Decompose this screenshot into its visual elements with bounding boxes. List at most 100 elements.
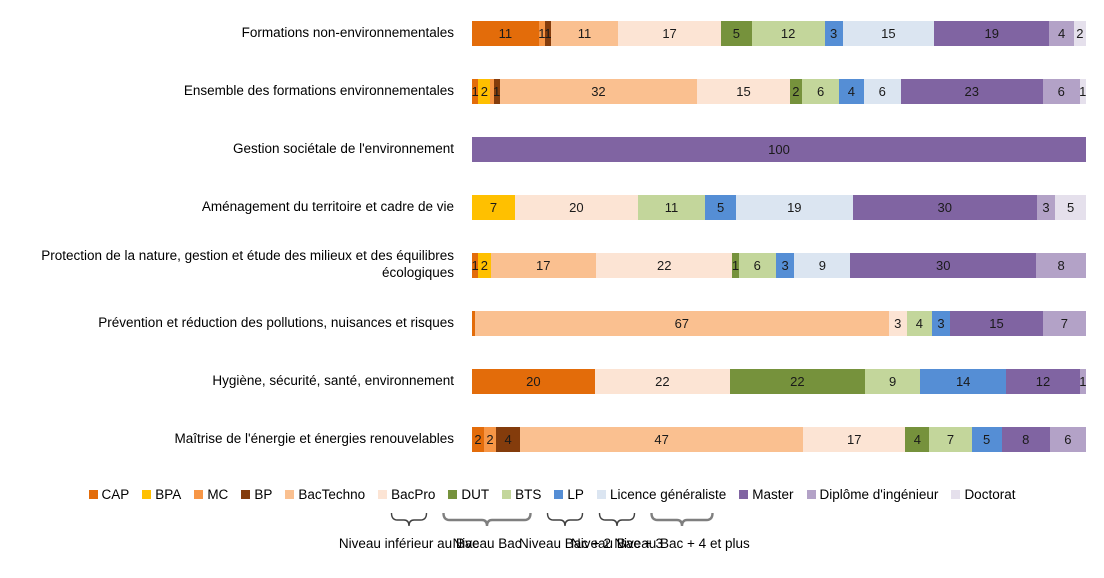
level-label-5: Niveau Bac + 4 et plus bbox=[614, 536, 750, 551]
legend-color-swatch bbox=[194, 490, 204, 499]
chart-row: Protection de la nature, gestion et étud… bbox=[0, 236, 1104, 294]
level-label-2: Niveau Bac bbox=[452, 536, 522, 551]
bar-value-label: 23 bbox=[964, 83, 979, 99]
bar-value-label: 4 bbox=[1058, 25, 1066, 41]
legend-color-swatch bbox=[241, 490, 251, 499]
bar-segment-mc: 1 bbox=[538, 20, 546, 46]
bar-value-label: 30 bbox=[937, 199, 952, 215]
bar-segment-doctorat: 2 bbox=[1073, 20, 1086, 46]
bar-segment-dipl-me-d-ing-nieur: 6 bbox=[1042, 78, 1080, 104]
level-bracket-1 bbox=[390, 512, 428, 527]
legend-item-doctorat: Doctorat bbox=[951, 487, 1015, 502]
chart-row: Aménagement du territoire et cadre de vi… bbox=[0, 178, 1104, 236]
legend-item-lp: LP bbox=[554, 487, 584, 502]
bar-value-label: 6 bbox=[816, 83, 825, 99]
bar-value-label: 22 bbox=[655, 373, 670, 389]
level-label-1: Niveau inférieur au Bac bbox=[338, 536, 480, 551]
legend-color-swatch bbox=[88, 490, 98, 499]
category-label: Prévention et réduction des pollutions, … bbox=[98, 314, 454, 330]
bar-value-label: 2 bbox=[486, 431, 494, 447]
level-bracket-3 bbox=[546, 512, 584, 527]
bar-value-label: 4 bbox=[847, 83, 856, 99]
bar-value-label: 15 bbox=[989, 315, 1004, 331]
legend-color-swatch bbox=[142, 490, 152, 499]
bar-value-label: 1 bbox=[493, 83, 501, 99]
bar-value-label: 1 bbox=[471, 83, 479, 99]
level-bracket-5 bbox=[650, 512, 714, 527]
legend-label: BTS bbox=[515, 487, 542, 502]
bar-value-label: 1 bbox=[471, 257, 479, 273]
bar-segment-bpa: 2 bbox=[478, 252, 491, 278]
bar-value-label: 3 bbox=[1042, 199, 1050, 215]
bar-segment-bacpro: 17 bbox=[617, 20, 722, 46]
bar-segment-dut: 5 bbox=[721, 20, 752, 46]
bar-segment-master: 8 bbox=[1001, 426, 1050, 452]
level-label-3: Niveau Bac + 2 bbox=[519, 536, 611, 551]
bar-value-label: 19 bbox=[984, 25, 999, 41]
legend-item-cap: CAP bbox=[88, 487, 129, 502]
bar-segment-dipl-me-d-ing-nieur: 3 bbox=[1036, 194, 1056, 220]
legend-color-swatch bbox=[502, 490, 512, 499]
bar-segment-bactechno: 17 bbox=[490, 252, 596, 278]
category-label: Ensemble des formations environnementale… bbox=[183, 82, 454, 98]
chart-row: Prévention et réduction des pollutions, … bbox=[0, 294, 1104, 352]
bar-value-label: 11 bbox=[498, 25, 513, 41]
bar-track: 1 2 1 32 15 2 6 4 6 23 6 1 bbox=[471, 78, 1086, 104]
category-label: Protection de la nature, gestion et étud… bbox=[41, 248, 454, 280]
bar-value-label: 2 bbox=[480, 257, 488, 273]
bar-segment-master: 100 bbox=[472, 136, 1086, 162]
level-bracket-4 bbox=[598, 512, 636, 527]
bar-segment-licence-g-n-raliste: 6 bbox=[863, 78, 901, 104]
bar-value-label: 5 bbox=[1066, 199, 1075, 215]
legend-item-master: Master bbox=[739, 487, 794, 502]
level-brackets bbox=[390, 512, 714, 527]
bar-value-label: 9 bbox=[888, 373, 897, 389]
bar-value-label: 4 bbox=[504, 431, 512, 447]
bar-value-label: 6 bbox=[1057, 83, 1065, 99]
bar-value-label: 17 bbox=[846, 431, 862, 447]
chart-row: Hygiène, sécurité, santé, environnement 2… bbox=[0, 352, 1104, 410]
bar-value-label: 47 bbox=[654, 431, 669, 447]
bar-track: 100 bbox=[472, 136, 1086, 162]
legend-label: LP bbox=[567, 487, 584, 502]
bar-track: 1 2 17 22 1 6 3 9 30 8 bbox=[471, 252, 1086, 278]
bar-value-label: 4 bbox=[913, 431, 922, 447]
legend-color-swatch bbox=[285, 490, 295, 499]
bar-segment-licence-g-n-raliste: 9 bbox=[794, 252, 851, 278]
bar-value-label: 8 bbox=[1057, 257, 1065, 273]
chart-row: Gestion sociétale de l'environnement 100 bbox=[0, 120, 1104, 178]
bar-value-label: 12 bbox=[780, 25, 796, 41]
bar-value-label: 67 bbox=[674, 315, 690, 331]
bar-value-label: 15 bbox=[881, 25, 896, 41]
bar-value-label: 11 bbox=[577, 25, 592, 41]
bar-value-label: 17 bbox=[662, 25, 677, 41]
bar-segment-mc: 2 bbox=[484, 426, 497, 452]
bar-value-label: 3 bbox=[894, 315, 902, 331]
bar-segment-bts: 4 bbox=[907, 310, 932, 336]
bar-segment-master: 19 bbox=[933, 20, 1050, 46]
bar-value-label: 1 bbox=[731, 257, 740, 273]
bar-value-label: 20 bbox=[569, 199, 584, 215]
bar-segment-bacpro: 22 bbox=[596, 252, 733, 278]
bar-segment-bactechno: 67 bbox=[475, 310, 889, 336]
chart-row: Formations non-environnementales 11 1 1 11 17… bbox=[0, 4, 1104, 62]
bar-value-label: 1 bbox=[1079, 373, 1087, 389]
bar-segment-bacpro: 17 bbox=[803, 426, 906, 452]
bar-value-label: 1 bbox=[538, 25, 546, 41]
chart-row: Ensemble des formations environnementale… bbox=[0, 62, 1104, 120]
bar-segment-cap: 20 bbox=[472, 368, 595, 394]
bar-segment-master: 12 bbox=[1006, 368, 1080, 394]
legend-color-swatch bbox=[378, 490, 388, 499]
legend-label: BacTechno bbox=[298, 487, 366, 502]
bar-segment-lp: 5 bbox=[705, 194, 736, 220]
category-label: Maîtrise de l'énergie et énergies renouv… bbox=[174, 430, 455, 446]
bar-segment-cap: 2 bbox=[472, 426, 485, 452]
legend-item-bactechno: BacTechno bbox=[285, 487, 365, 502]
bar-value-label: 22 bbox=[656, 257, 672, 273]
bar-segment-bacpro: 20 bbox=[514, 194, 638, 220]
bar-segment-bactechno: 32 bbox=[499, 78, 698, 104]
bar-segment-lp: 4 bbox=[839, 78, 864, 104]
bar-track: 7 20 11 5 19 30 3 5 bbox=[472, 194, 1086, 220]
legend-color-swatch bbox=[448, 490, 458, 499]
bar-segment-bts: 7 bbox=[929, 426, 972, 452]
